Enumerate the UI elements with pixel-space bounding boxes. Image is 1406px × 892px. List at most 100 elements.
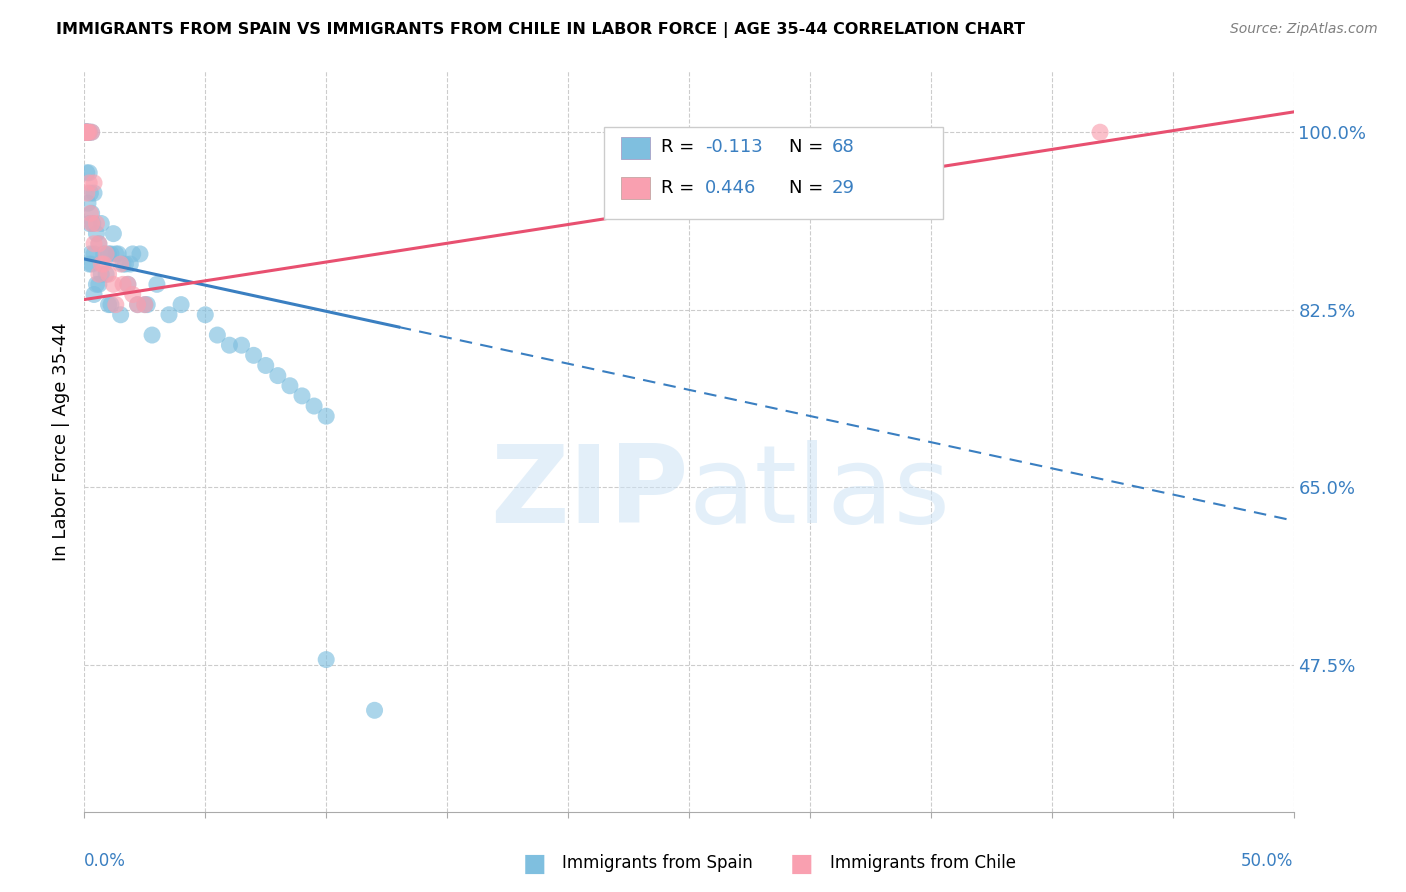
Point [315, 652, 337, 666]
Point [1088, 125, 1111, 139]
Point [80, 125, 103, 139]
Point [218, 338, 240, 352]
Point [76, 125, 98, 139]
Y-axis label: In Labor Force | Age 35-44: In Labor Force | Age 35-44 [52, 322, 70, 561]
Point [242, 348, 264, 362]
Text: 29: 29 [831, 178, 855, 196]
Point [93, 257, 115, 271]
FancyBboxPatch shape [621, 137, 650, 160]
Point [75, 125, 97, 139]
Point [76, 186, 98, 200]
Text: 0.0%: 0.0% [84, 853, 127, 871]
Point [86, 277, 108, 292]
Point [291, 389, 314, 403]
Point [77, 125, 100, 139]
Point [107, 247, 129, 261]
Point [87, 236, 110, 251]
Point [363, 703, 385, 717]
Point [94, 247, 117, 261]
Point [94, 267, 117, 281]
FancyBboxPatch shape [605, 127, 943, 219]
Point [77, 125, 100, 139]
Point [83, 176, 105, 190]
Point [103, 277, 125, 292]
Point [136, 298, 159, 312]
Point [75, 125, 97, 139]
Point [100, 247, 122, 261]
Point [90, 267, 112, 281]
Point [97, 247, 120, 261]
Point [267, 368, 290, 383]
Point [83, 186, 105, 200]
Point [77, 125, 100, 139]
Point [121, 287, 143, 301]
Point [90, 257, 112, 271]
Point [76, 125, 98, 139]
Point [104, 247, 127, 261]
Point [141, 328, 163, 343]
Point [302, 399, 325, 413]
Point [83, 287, 105, 301]
Point [278, 378, 301, 392]
Point [157, 308, 180, 322]
Point [75, 125, 97, 139]
Point [76, 166, 98, 180]
Point [194, 308, 217, 322]
Text: Immigrants from Chile: Immigrants from Chile [830, 855, 1015, 872]
Point [80, 217, 103, 231]
Point [77, 196, 100, 211]
Point [77, 176, 100, 190]
Point [231, 338, 253, 352]
Point [129, 247, 152, 261]
Point [83, 247, 105, 261]
Point [134, 298, 156, 312]
Point [90, 217, 112, 231]
Point [75, 125, 97, 139]
Text: N =: N = [789, 138, 830, 156]
Point [77, 257, 100, 271]
Text: ■: ■ [523, 852, 546, 875]
Point [146, 277, 169, 292]
Point [254, 359, 277, 373]
Point [77, 125, 100, 139]
Point [104, 298, 127, 312]
Text: N =: N = [789, 178, 830, 196]
Text: ■: ■ [790, 852, 813, 875]
Point [76, 125, 98, 139]
Point [117, 277, 139, 292]
FancyBboxPatch shape [621, 178, 650, 200]
Point [79, 186, 101, 200]
Text: ZIP: ZIP [491, 441, 689, 547]
Point [110, 257, 132, 271]
Point [86, 217, 108, 231]
Point [86, 227, 108, 241]
Point [110, 308, 132, 322]
Point [121, 247, 143, 261]
Point [75, 125, 97, 139]
Point [120, 257, 142, 271]
Point [77, 217, 100, 231]
Point [80, 125, 103, 139]
Point [97, 298, 120, 312]
Text: -0.113: -0.113 [704, 138, 762, 156]
Point [112, 257, 135, 271]
Point [100, 298, 122, 312]
Text: IMMIGRANTS FROM SPAIN VS IMMIGRANTS FROM CHILE IN LABOR FORCE | AGE 35-44 CORREL: IMMIGRANTS FROM SPAIN VS IMMIGRANTS FROM… [56, 22, 1025, 38]
Text: R =: R = [661, 178, 700, 196]
Point [114, 257, 136, 271]
Point [170, 298, 193, 312]
Point [103, 227, 125, 241]
Point [82, 217, 104, 231]
Point [117, 277, 139, 292]
Point [134, 298, 156, 312]
Point [80, 206, 103, 220]
Point [76, 125, 98, 139]
Point [97, 267, 120, 281]
Point [77, 125, 100, 139]
Point [87, 277, 110, 292]
Point [77, 166, 100, 180]
Text: 68: 68 [831, 138, 855, 156]
Text: Immigrants from Spain: Immigrants from Spain [562, 855, 754, 872]
Point [93, 247, 115, 261]
Point [87, 267, 110, 281]
